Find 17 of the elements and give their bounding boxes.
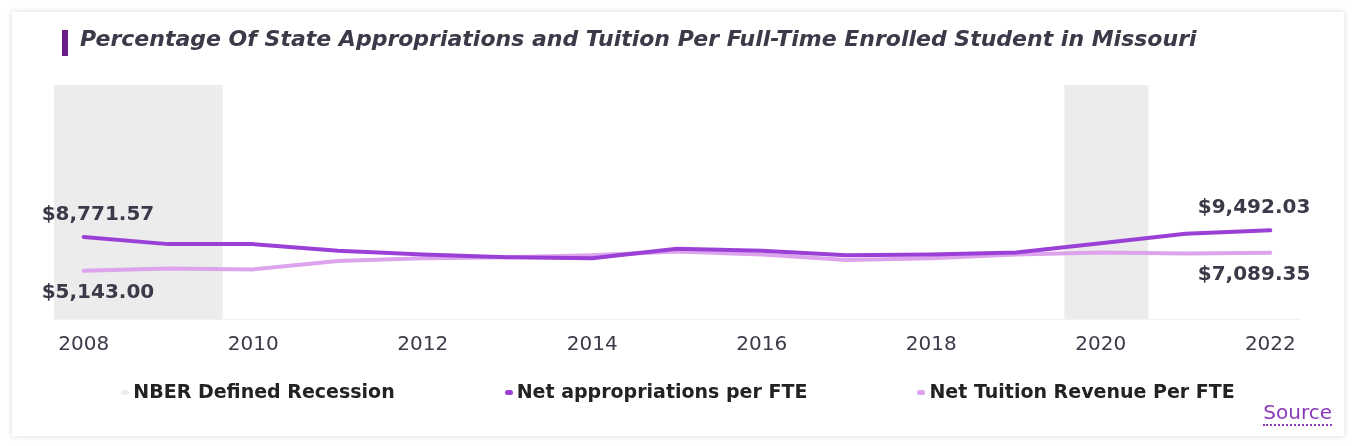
data-label: $8,771.57 bbox=[41, 201, 155, 226]
legend-label: Net appropriations per FTE bbox=[516, 380, 808, 402]
x-tick-label: 2016 bbox=[736, 331, 788, 356]
chart-title: Percentage Of State Appropriations and Tuition Per Full-Time Enrolled Student in Missouri bbox=[80, 26, 1197, 51]
x-tick-label: 2022 bbox=[1244, 331, 1296, 356]
x-tick-label: 2010 bbox=[227, 331, 279, 356]
x-tick-label: 2008 bbox=[58, 331, 110, 356]
x-tick-label: 2018 bbox=[905, 331, 957, 356]
data-label: $9,492.03 bbox=[1197, 194, 1311, 219]
x-tick-label: 2020 bbox=[1075, 331, 1127, 356]
data-label: $7,089.35 bbox=[1197, 260, 1311, 285]
x-tick-label: 2014 bbox=[566, 331, 618, 356]
legend-label: Net Tuition Revenue Per FTE bbox=[929, 380, 1235, 402]
text: Source bbox=[1263, 400, 1332, 426]
legend-label: NBER Defined Recession bbox=[133, 380, 395, 402]
x-tick-label: 2012 bbox=[397, 331, 449, 356]
data-label: $5,143.00 bbox=[41, 279, 155, 304]
